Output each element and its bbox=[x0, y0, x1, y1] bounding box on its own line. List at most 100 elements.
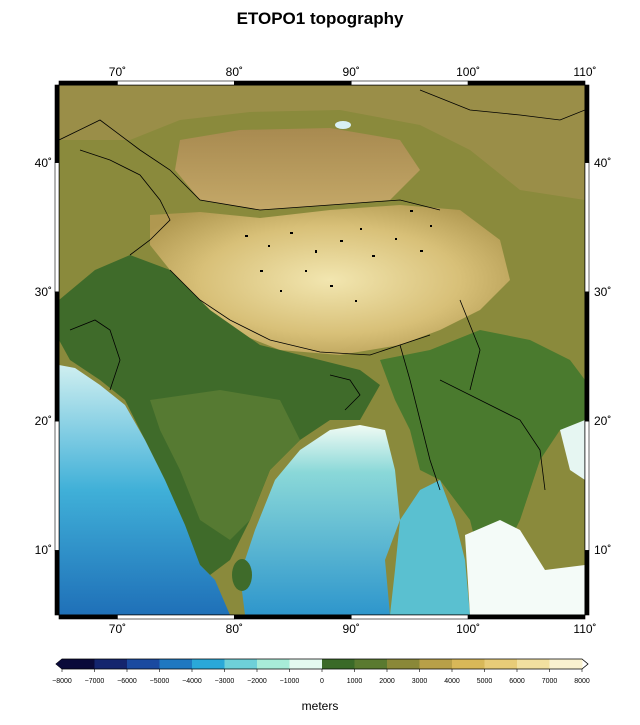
border-line bbox=[79, 149, 171, 256]
gulf-of-thailand bbox=[465, 520, 585, 615]
colorbar-tick-label: −2000 bbox=[247, 678, 267, 685]
frame-bar-lat bbox=[54, 291, 60, 422]
colorbar-tick-label: 6000 bbox=[509, 678, 525, 685]
colorbar-tick-label: −7000 bbox=[84, 678, 105, 685]
border-line bbox=[419, 89, 585, 121]
colorbar-segment bbox=[322, 659, 355, 669]
colorbar-tick-label: 4000 bbox=[444, 678, 460, 685]
colorbar-segment bbox=[387, 659, 420, 669]
tibetan-plateau bbox=[150, 205, 510, 355]
frame-bar-lat bbox=[584, 162, 590, 293]
colorbar-segment bbox=[94, 659, 128, 669]
lon-tick-label-bottom: 110˚ bbox=[573, 622, 597, 636]
frame-bar-lat bbox=[584, 291, 590, 422]
colorbar-segment bbox=[257, 659, 290, 669]
frame-bar-lon bbox=[234, 614, 352, 620]
lat-tick-label-right: 30˚ bbox=[594, 284, 612, 299]
colorbar-segment bbox=[289, 659, 323, 669]
andaman-sea bbox=[390, 480, 470, 615]
border-line bbox=[399, 344, 441, 491]
frame-bar-lon bbox=[234, 80, 352, 86]
colorbar-segment bbox=[452, 659, 485, 669]
lat-tick-label-right: 10˚ bbox=[594, 543, 612, 558]
lat-tick-label-left: 20˚ bbox=[34, 414, 52, 429]
colorbar-label: meters bbox=[301, 699, 339, 713]
lon-tick-label-top: 80˚ bbox=[225, 65, 243, 79]
frame-bar-lat bbox=[584, 550, 590, 616]
border-line bbox=[329, 374, 361, 411]
frame-bar-lon bbox=[467, 80, 586, 86]
colorbar-tick-label: 0 bbox=[320, 678, 324, 685]
lat-tick-label-left: 40˚ bbox=[34, 155, 52, 170]
frame-bar-lat bbox=[584, 420, 590, 551]
frame-bar-lon bbox=[117, 80, 235, 86]
frame-bar-lat bbox=[54, 84, 60, 163]
colorbar-segment bbox=[62, 659, 95, 669]
frame-bar-lon bbox=[117, 614, 235, 620]
colorbar-tick-label: −1000 bbox=[279, 678, 300, 685]
frame-bar-lon bbox=[467, 614, 586, 620]
colorbar-tick-label: 7000 bbox=[541, 678, 558, 685]
border-line bbox=[169, 269, 431, 356]
colorbar-tick-label: −4000 bbox=[182, 678, 202, 685]
colorbar-segment bbox=[224, 659, 258, 669]
frame-bar-lat bbox=[54, 420, 60, 551]
plateau-lakes bbox=[245, 210, 432, 302]
map-title: ETOPO1 topography bbox=[236, 9, 404, 28]
lon-tick-label-top: 110˚ bbox=[573, 65, 597, 79]
colorbar-tick-label: 5000 bbox=[476, 678, 493, 685]
map-area bbox=[59, 85, 585, 615]
colorbar-low-triangle bbox=[56, 659, 62, 669]
southeast-asia bbox=[380, 330, 585, 560]
lon-tick-label-top: 100˚ bbox=[456, 65, 481, 79]
colorbar-tick-label: −6000 bbox=[117, 678, 137, 685]
lon-tick-label-bottom: 90˚ bbox=[342, 622, 360, 636]
frame-bar-lon bbox=[350, 80, 469, 86]
lon-tick-label-bottom: 70˚ bbox=[108, 622, 127, 636]
frame-bar-lat bbox=[584, 84, 590, 163]
colorbar-segment bbox=[549, 659, 583, 669]
colorbar-tick-label: −3000 bbox=[214, 678, 235, 685]
boundaries bbox=[59, 89, 585, 491]
frame-bar-lon bbox=[58, 614, 118, 620]
deccan-plateau bbox=[150, 390, 300, 540]
arabian-sea bbox=[59, 365, 230, 615]
lon-tick-label-top: 90˚ bbox=[342, 65, 360, 79]
lon-tick-label-bottom: 100˚ bbox=[456, 622, 481, 636]
frame-bar-lon bbox=[350, 614, 469, 620]
colorbar-segment bbox=[419, 659, 453, 669]
colorbar-tick-label: 1000 bbox=[346, 678, 363, 685]
lat-tick-label-left: 10˚ bbox=[34, 543, 52, 558]
colorbar-tick-label: 8000 bbox=[574, 678, 590, 685]
frame-bar-lat bbox=[54, 550, 60, 616]
lon-tick-label-top: 70˚ bbox=[108, 65, 127, 79]
colorbar-tick-label: 2000 bbox=[379, 678, 395, 685]
colorbar-segment bbox=[484, 659, 518, 669]
lat-tick-label-right: 20˚ bbox=[594, 414, 612, 429]
south-china-sea bbox=[560, 420, 585, 480]
tarim-basin bbox=[175, 128, 420, 210]
frame-bars bbox=[54, 80, 590, 620]
border-line bbox=[69, 319, 121, 391]
colorbar-segment bbox=[354, 659, 388, 669]
lat-tick-label-right: 40˚ bbox=[594, 155, 612, 170]
colorbar-segment bbox=[159, 659, 193, 669]
northern-steppe bbox=[59, 85, 585, 200]
colorbar-segment bbox=[192, 659, 225, 669]
border-line bbox=[59, 119, 441, 211]
sri-lanka bbox=[232, 559, 252, 591]
border-line bbox=[459, 299, 481, 391]
lon-tick-label-bottom: 80˚ bbox=[225, 622, 243, 636]
lat-tick-label-left: 30˚ bbox=[34, 284, 52, 299]
colorbar-segment bbox=[517, 659, 550, 669]
bay-of-bengal bbox=[240, 425, 400, 615]
colorbar-tick-label: −5000 bbox=[149, 678, 170, 685]
frame-bar-lon bbox=[58, 80, 118, 86]
colorbar bbox=[55, 658, 589, 672]
frame-bar-lat bbox=[54, 162, 60, 293]
border-line bbox=[439, 379, 546, 491]
colorbar-tick-label: 3000 bbox=[411, 678, 428, 685]
lake bbox=[335, 121, 351, 129]
colorbar-tick-label: −8000 bbox=[52, 678, 72, 685]
